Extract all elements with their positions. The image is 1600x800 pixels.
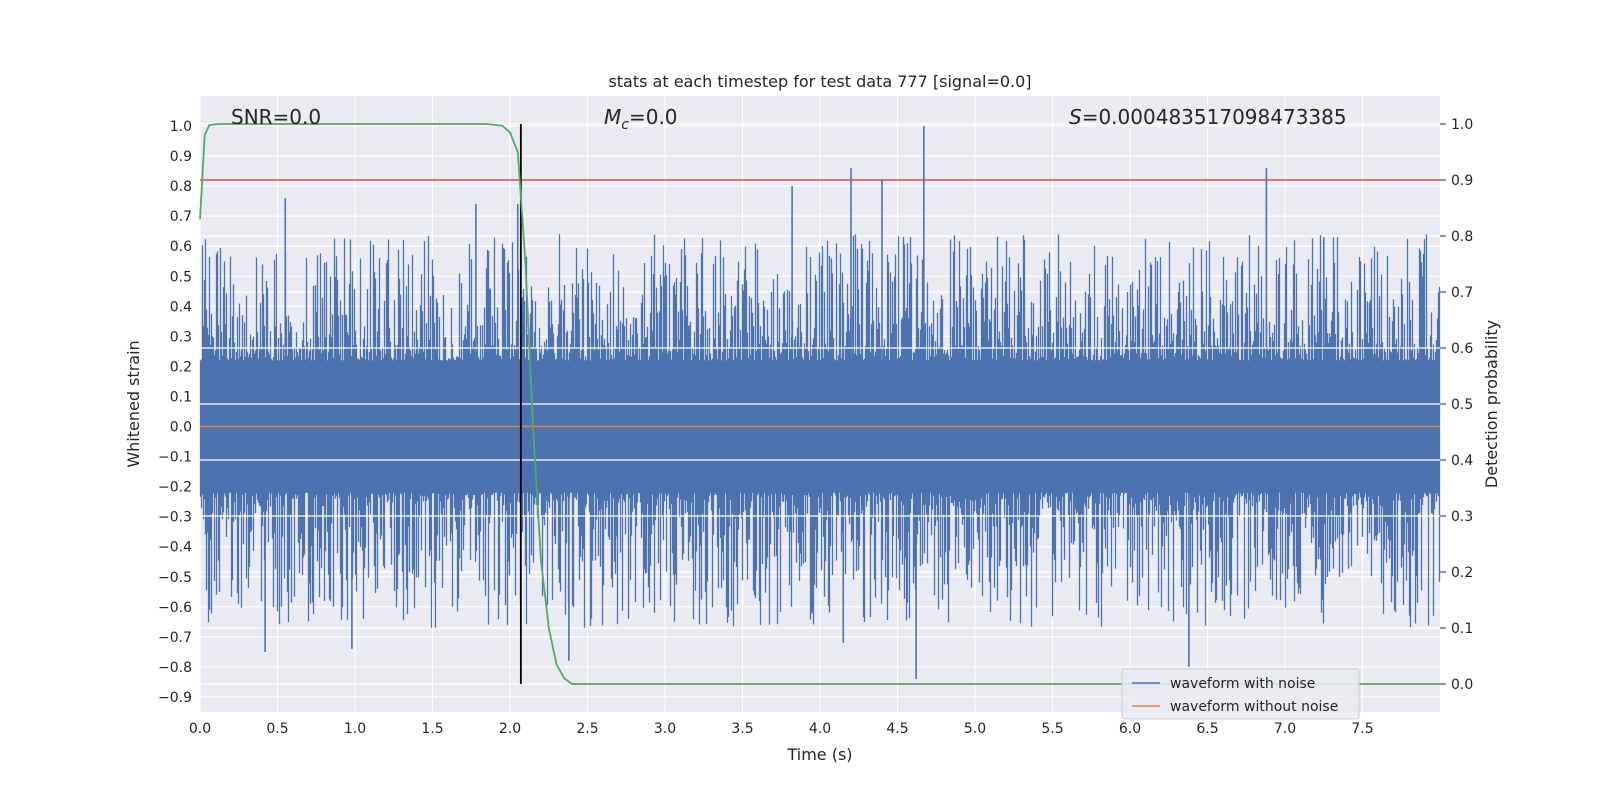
chirp-mass-annotation: Mc=0.0 [604, 105, 678, 133]
y-tick-label: 1.0 [170, 119, 192, 135]
x-tick-label: 5.5 [1041, 721, 1063, 737]
x-tick-label: 5.0 [964, 721, 986, 737]
x-tick-label: 4.0 [809, 721, 831, 737]
y-tick-label: −0.8 [158, 660, 192, 676]
y-tick-label: 0.7 [170, 209, 192, 225]
chirp-mass-value: =0.0 [629, 105, 678, 129]
legend-label-clean: waveform without noise [1170, 699, 1338, 715]
y-axis-label: Whitened strain [124, 340, 143, 467]
axis-ticks: 0.0 0.5 1.0 1.5 2.0 2.5 3.0 3.5 4.0 4.5 5.0 5.5 6.0 6… [158, 117, 1473, 737]
x-tick-label: 3.5 [731, 721, 753, 737]
x-tick-label: 3.0 [654, 721, 676, 737]
y2-tick-label: 1.0 [1451, 117, 1473, 133]
y2-tick-label: 0.5 [1451, 397, 1473, 413]
y-tick-label: 0.8 [170, 179, 192, 195]
x-tick-label: 1.5 [421, 721, 443, 737]
y-tick-label: −0.2 [158, 480, 192, 496]
y-tick-label: −0.5 [158, 570, 192, 586]
y2-axis-label: Detection probability [1482, 320, 1501, 488]
y2-tick-label: 0.3 [1451, 509, 1473, 525]
y-tick-label: −0.1 [158, 450, 192, 466]
y2-tick-label: 0.9 [1451, 173, 1473, 189]
y2-tick-label: 0.7 [1451, 285, 1473, 301]
x-tick-label: 0.0 [189, 721, 211, 737]
y-tick-label: −0.6 [158, 600, 192, 616]
y2-tick-label: 0.6 [1451, 341, 1473, 357]
y-tick-label: 0.5 [170, 269, 192, 285]
y-tick-label: 0.1 [170, 389, 192, 405]
x-tick-label: 6.5 [1196, 721, 1218, 737]
x-tick-label: 2.0 [499, 721, 521, 737]
x-tick-label: 1.0 [344, 721, 366, 737]
x-axis-label: Time (s) [786, 745, 852, 764]
y2-tick-label: 0.4 [1451, 453, 1473, 469]
chirp-mass-symbol: M [604, 105, 621, 129]
y2-tick-label: 0.0 [1451, 677, 1473, 693]
y2-tick-label: 0.1 [1451, 621, 1473, 637]
y-tick-label: 0.6 [170, 239, 192, 255]
series-detection-probability [199, 123, 1440, 685]
legend-box [1121, 668, 1360, 720]
x-tick-label: 4.5 [886, 721, 908, 737]
x-tick-label: 2.5 [576, 721, 598, 737]
x-tick-label: 6.0 [1119, 721, 1141, 737]
y-tick-label: −0.3 [158, 510, 192, 526]
series-lines [199, 123, 1440, 685]
score-value: =0.000483517098473385 [1082, 105, 1347, 129]
x-tick-label: 7.0 [1274, 721, 1296, 737]
y-tick-label: 0.0 [170, 420, 192, 436]
legend-label-noise: waveform with noise [1170, 676, 1315, 692]
y2-tick-label: 0.8 [1451, 229, 1473, 245]
score-symbol: S [1069, 105, 1082, 129]
y2-tick-label: 0.2 [1451, 565, 1473, 581]
y-tick-label: 0.9 [170, 149, 192, 165]
y-tick-label: −0.9 [158, 690, 192, 706]
y-tick-label: −0.7 [158, 630, 192, 646]
legend: waveform with noise waveform without noi… [1121, 668, 1360, 720]
y-tick-label: 0.4 [170, 299, 192, 315]
snr-annotation: SNR=0.0 [231, 105, 321, 129]
y-tick-label: 0.2 [170, 359, 192, 375]
chart-title: stats at each timestep for test data 777… [608, 72, 1031, 91]
x-tick-label: 7.5 [1351, 721, 1373, 737]
score-annotation: S=0.000483517098473385 [1069, 105, 1347, 129]
y-tick-label: −0.4 [158, 540, 192, 556]
y-tick-label: 0.3 [170, 329, 192, 345]
x-tick-label: 0.5 [266, 721, 288, 737]
chirp-mass-subscript: c [621, 117, 629, 133]
